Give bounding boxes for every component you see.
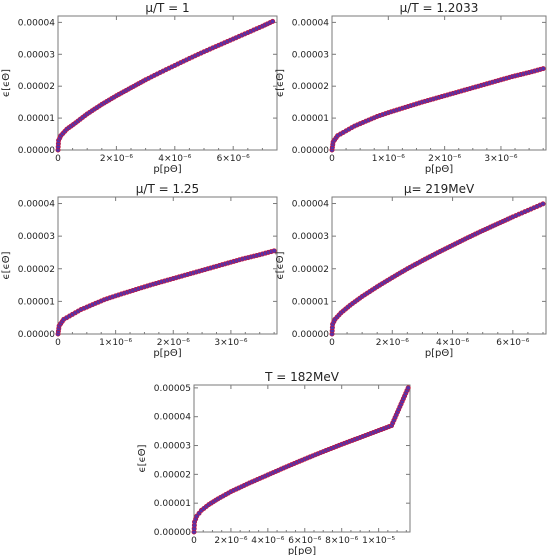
- data-point: [271, 248, 277, 254]
- y-tick-label: 0.00002: [18, 82, 55, 92]
- y-tick-label: 0.00001: [154, 499, 191, 509]
- y-tick-label: 0.00001: [292, 114, 329, 124]
- y-tick-label: 0.00001: [18, 114, 55, 124]
- x-axis-label: p[pΘ]: [288, 546, 316, 555]
- x-tick-label: 0: [329, 154, 335, 164]
- y-tick-label: 0.00000: [154, 528, 191, 538]
- y-tick-label: 0.00001: [18, 297, 55, 307]
- x-tick-label: 3×10⁻⁶: [484, 154, 517, 164]
- y-tick-label: 0.00002: [292, 265, 329, 275]
- y-tick-label: 0.00000: [292, 146, 329, 156]
- x-tick-label: 1×10⁻⁶: [99, 338, 132, 348]
- y-axis-label: ϵ[ϵΘ]: [275, 69, 286, 97]
- plot-frame: [193, 384, 411, 533]
- y-tick-label: 0.00004: [292, 18, 329, 28]
- chart-title: μ/T = 1.25: [136, 182, 199, 196]
- x-tick-label: 6×10⁻⁶: [217, 154, 250, 164]
- data-point: [540, 66, 546, 72]
- y-tick-label: 0.00003: [292, 232, 329, 242]
- x-tick-label: 0: [55, 338, 61, 348]
- x-tick-label: 2×10⁻⁶: [428, 154, 461, 164]
- x-tick-label: 8×10⁻⁶: [325, 536, 358, 546]
- y-axis-label: ϵ[ϵΘ]: [1, 69, 12, 97]
- chart-panel-3: μ/T = 1.25 0 1×10⁻⁶ 2×10⁻⁶ 3×10⁻⁶ 0.00000 0.00…: [1, 182, 278, 359]
- y-tick-label: 0.00003: [154, 442, 191, 452]
- x-tick-label: 4×10⁻⁶: [436, 338, 469, 348]
- fit-line: [331, 67, 544, 151]
- plot-frame: [57, 196, 278, 335]
- chart-title: μ/T = 1.2033: [400, 1, 479, 15]
- x-tick-label: 6×10⁻⁶: [496, 338, 529, 348]
- y-tick-label: 0.00004: [18, 18, 55, 28]
- x-tick-label: 2×10⁻⁶: [100, 154, 133, 164]
- y-tick-label: 0.00000: [292, 330, 329, 340]
- data-point: [540, 201, 546, 207]
- y-axis-label: ϵ[ϵΘ]: [1, 251, 12, 279]
- x-tick-label: 4×10⁻⁶: [251, 536, 284, 546]
- fit-line: [57, 20, 273, 151]
- x-tick-label: 0: [55, 154, 61, 164]
- data-point: [270, 18, 276, 24]
- chart-panel-4: μ= 219MeV 0 2×10⁻⁶ 4×10⁻⁶ 6×10⁻⁶ 0.00000 0.000…: [275, 182, 547, 359]
- x-tick-label: 2×10⁻⁶: [376, 338, 409, 348]
- chart-title: μ/T = 1: [145, 1, 189, 15]
- chart-title: μ= 219MeV: [404, 182, 475, 196]
- y-tick-label: 0.00003: [18, 50, 55, 60]
- plot-frame: [331, 196, 547, 335]
- y-tick-label: 0.00000: [18, 330, 55, 340]
- x-tick-label: 1×10⁻⁵: [362, 536, 395, 546]
- y-tick-label: 0.00002: [154, 470, 191, 480]
- x-tick-label: 0: [191, 536, 197, 546]
- chart-panel-2: μ/T = 1.2033 0 1×10⁻⁶ 2×10⁻⁶ 3×10⁻⁶ 0.00000 0.…: [275, 1, 547, 175]
- x-tick-label: 2×10⁻⁶: [157, 338, 190, 348]
- y-tick-label: 0.00003: [18, 232, 55, 242]
- chart-panel-1: μ/T = 1 0 2×10⁻⁶ 4×10⁻⁶ 6×10⁻⁶ 0.00000 0.00001…: [1, 1, 278, 175]
- chart-title: T = 182MeV: [264, 370, 340, 384]
- x-axis-label: p[pΘ]: [425, 164, 453, 175]
- data-point: [405, 385, 411, 391]
- plot-frame: [57, 15, 278, 151]
- y-tick-label: 0.00004: [18, 200, 55, 210]
- y-tick-label: 0.00004: [292, 200, 329, 210]
- fit-line: [57, 250, 275, 335]
- y-tick-label: 0.00004: [154, 413, 191, 423]
- x-tick-label: 4×10⁻⁶: [158, 154, 191, 164]
- x-tick-label: 2×10⁻⁶: [214, 536, 247, 546]
- x-axis-label: p[pΘ]: [425, 348, 453, 359]
- fit-line: [331, 203, 544, 335]
- y-tick-label: 0.00003: [292, 50, 329, 60]
- x-tick-label: 3×10⁻⁶: [214, 338, 247, 348]
- x-tick-label: 6×10⁻⁶: [288, 536, 321, 546]
- y-tick-label: 0.00002: [292, 82, 329, 92]
- y-tick-label: 0.00002: [18, 265, 55, 275]
- y-tick-label: 0.00001: [292, 297, 329, 307]
- x-tick-label: 1×10⁻⁶: [372, 154, 405, 164]
- chart-panel-5: T = 182MeV 0 2×10⁻⁶ 4×10⁻⁶ 6×10⁻⁶ 8×10⁻⁶ 1×10⁻…: [137, 370, 411, 557]
- x-tick-label: 0: [329, 338, 335, 348]
- x-axis-label: p[pΘ]: [153, 348, 181, 359]
- y-axis-label: ϵ[ϵΘ]: [137, 444, 148, 472]
- y-tick-label: 0.00005: [154, 384, 191, 394]
- x-axis-label: p[pΘ]: [153, 164, 181, 175]
- y-tick-label: 0.00000: [18, 146, 55, 156]
- plot-frame: [331, 15, 547, 151]
- y-axis-label: ϵ[ϵΘ]: [275, 251, 286, 279]
